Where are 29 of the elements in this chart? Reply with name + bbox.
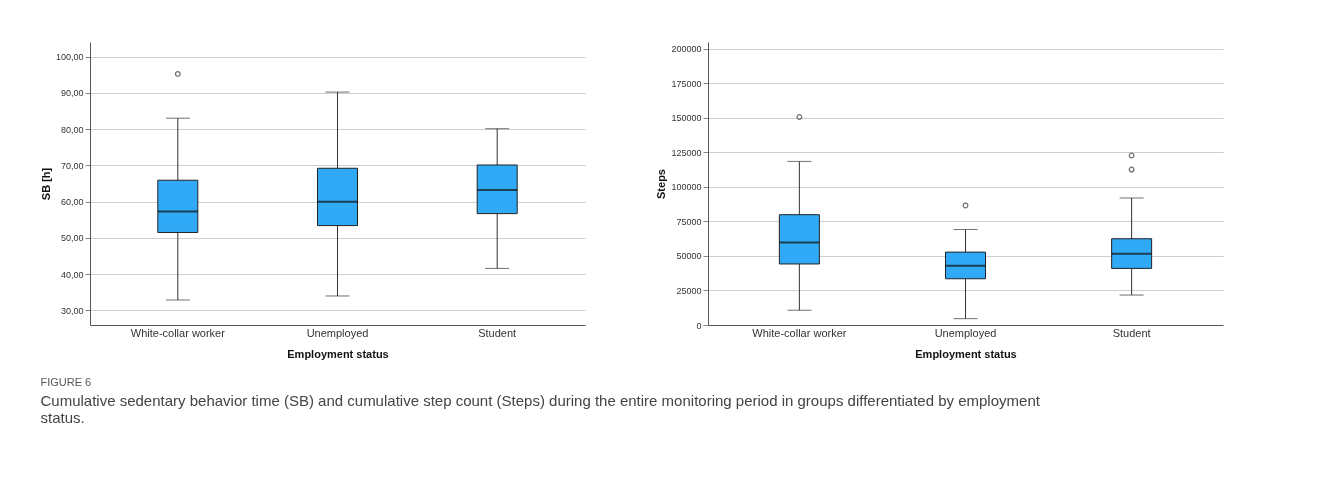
x-tick-label: White-collar worker	[130, 326, 226, 339]
y-tick-label: 60,00	[60, 197, 84, 208]
y-tick-label: 50,00	[60, 233, 84, 244]
y-axis-title: Steps	[655, 169, 668, 199]
x-tick-label: Student	[1112, 326, 1151, 339]
y-tick-label: 175000	[671, 78, 702, 89]
y-tick-label: 40,00	[60, 269, 84, 280]
x-axis-title: Employment status	[287, 347, 389, 360]
x-tick-label: Unemployed	[934, 326, 997, 339]
x-tick-label: White-collar worker	[752, 326, 847, 339]
y-tick-label: 80,00	[60, 124, 84, 135]
x-axis-title: Employment status	[915, 347, 1017, 360]
y-tick-label: 90,00	[60, 88, 84, 99]
y-tick-label: 0	[696, 320, 702, 331]
x-tick-label: Unemployed	[306, 326, 369, 339]
y-tick-label: 30,00	[60, 305, 84, 316]
caption: FIGURE 6	[40, 376, 92, 388]
y-tick-label: 100000	[671, 182, 702, 193]
y-axis-title: SB [h]	[39, 167, 52, 201]
y-tick-label: 150000	[671, 113, 702, 124]
y-tick-label: 100,00	[55, 52, 84, 63]
y-tick-label: 25000	[676, 285, 702, 296]
y-tick-label: 70,00	[60, 160, 84, 171]
y-tick-label: 200000	[671, 44, 702, 55]
y-tick-label: 125000	[671, 147, 702, 158]
y-tick-label: 75000	[676, 216, 702, 227]
y-tick-label: 50000	[676, 251, 702, 262]
x-tick-label: Student	[478, 326, 517, 339]
text: Cumulative sedentary behavior time (SB) and cumulative step count (Steps) during the entire monitoring period in groups differentiated by employment status.	[40, 392, 1041, 426]
